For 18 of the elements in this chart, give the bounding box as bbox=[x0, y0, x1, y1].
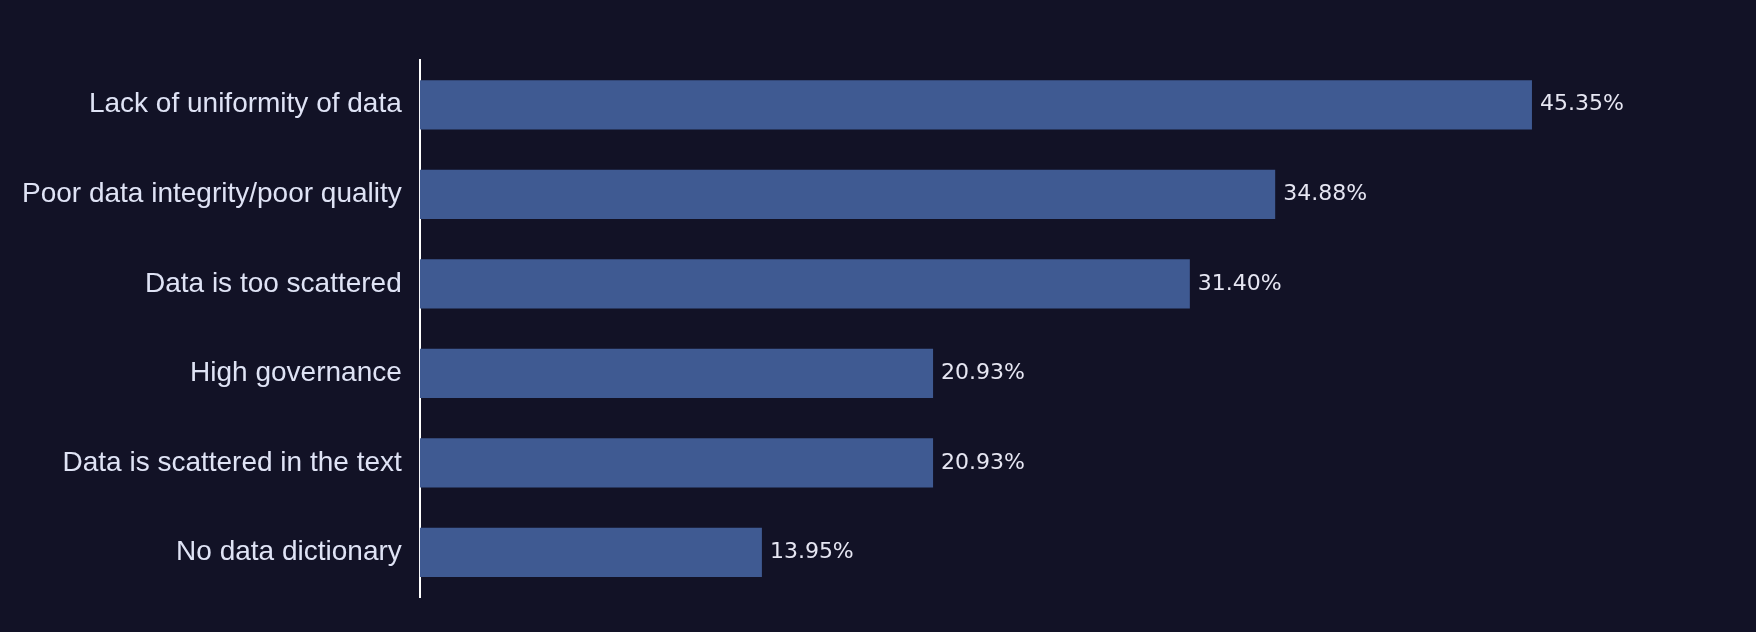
data-label: 34.88% bbox=[1283, 180, 1368, 206]
y-tick-label: Data is too scattered bbox=[144, 266, 402, 298]
data-label: 31.40% bbox=[1197, 269, 1282, 295]
data-label: 20.93% bbox=[941, 448, 1025, 474]
y-tick-label: Poor data integrity/poor quality bbox=[22, 177, 402, 209]
data-label: 20.93% bbox=[941, 359, 1025, 385]
y-tick-label: No data dictionary bbox=[176, 535, 402, 567]
data-label: 45.35% bbox=[1539, 90, 1624, 116]
y-tick-label: High governance bbox=[190, 356, 402, 388]
bar bbox=[419, 259, 1190, 309]
y-tick-label: Data is scattered in the text bbox=[62, 445, 402, 477]
data-label: 13.95% bbox=[769, 538, 854, 564]
bar bbox=[419, 169, 1276, 219]
y-tick-label: Lack of uniformity of data bbox=[88, 87, 403, 119]
bar bbox=[419, 438, 934, 488]
bar bbox=[419, 80, 1532, 130]
bar bbox=[419, 527, 762, 578]
bar bbox=[419, 348, 934, 398]
